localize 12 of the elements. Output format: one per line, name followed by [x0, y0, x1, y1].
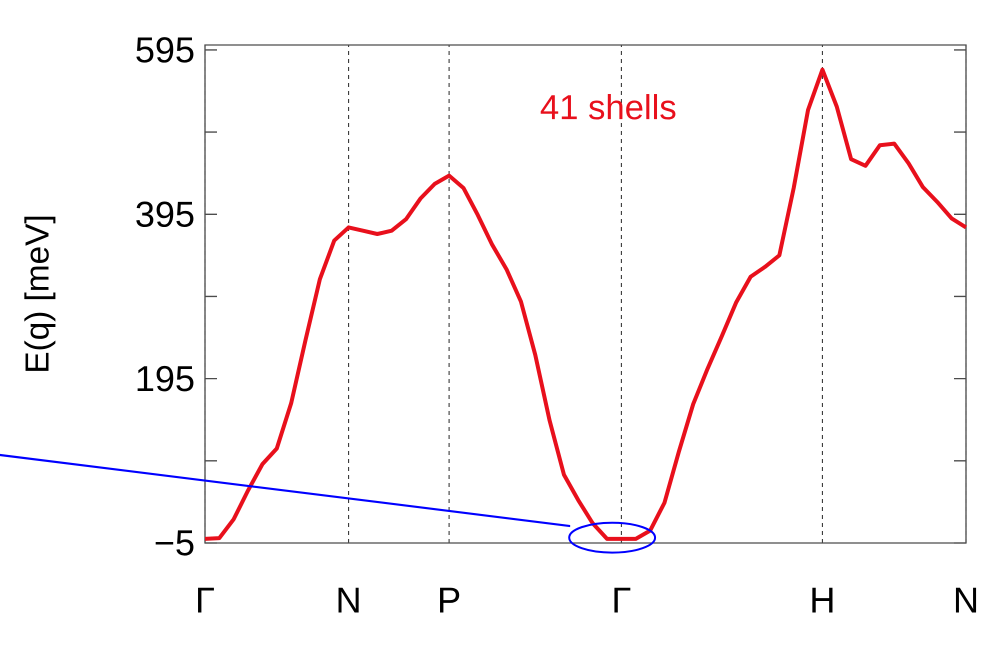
x-tick-label: P [440, 588, 460, 612]
annotation: 41 shells [540, 94, 676, 120]
y-tick-label: 395 [136, 202, 194, 228]
x-tick-label: N [338, 588, 359, 612]
y-tick-label: −5 [156, 530, 194, 556]
x-tick-label: Γ [614, 588, 630, 612]
x-tick-label: Γ [198, 588, 214, 612]
x-tick-label: H [812, 588, 832, 612]
y-axis-title: E(q) [meV] [24, 216, 56, 371]
y-tick-label: 195 [138, 366, 194, 392]
x-tick-label: N [956, 588, 976, 612]
y-tick-label: 595 [136, 37, 194, 63]
